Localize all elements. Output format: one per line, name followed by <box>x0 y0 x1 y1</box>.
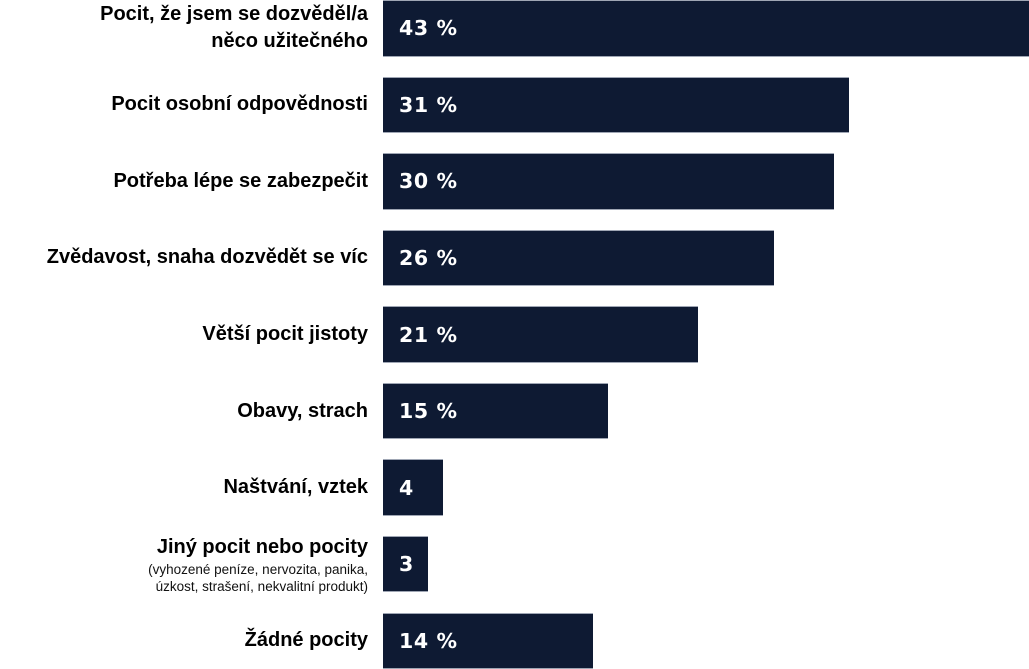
category-label: Větší pocit jistoty <box>0 306 383 363</box>
chart-row: Pocit osobní odpovědnosti 31 % <box>0 76 1029 134</box>
bar: 4 <box>383 459 444 516</box>
chart-row: Obavy, strach 15 % <box>0 382 1029 440</box>
category-label: Naštvání, vztek <box>0 459 383 516</box>
category-sublabel-line: úzkost, strašení, nekvalitní produkt) <box>155 578 368 594</box>
bar-value-label: 43 % <box>399 16 458 41</box>
bar-track: 43 % <box>383 0 1029 57</box>
bar-track: 3 <box>383 535 1029 593</box>
chart-row: Větší pocit jistoty 21 % <box>0 306 1029 363</box>
bar-track: 26 % <box>383 229 1029 287</box>
chart-row: Zvědavost, snaha dozvědět se víc 26 % <box>0 229 1029 287</box>
bar: 21 % <box>383 306 699 363</box>
category-label-line: Větší pocit jistoty <box>202 323 368 345</box>
category-label-line: Pocit, že jsem se dozvěděl/a <box>100 3 368 26</box>
bar: 31 % <box>383 76 849 134</box>
bar-track: 4 <box>383 459 1029 516</box>
bar-value-label: 30 % <box>399 169 458 194</box>
bar-value-label: 15 % <box>399 399 458 424</box>
bar: 3 <box>383 535 429 593</box>
bar-track: 30 % <box>383 153 1029 210</box>
category-sublabel-line: (vyhozené peníze, nervozita, panika, <box>148 561 368 577</box>
category-label: Pocit osobní odpovědnosti <box>0 77 383 134</box>
category-label-line: Potřeba lépe se zabezpečit <box>113 169 368 192</box>
chart-row: Naštvání, vztek 4 <box>0 459 1029 516</box>
bar-track: 15 % <box>383 382 1029 440</box>
category-label-line: Jiný pocit nebo pocity <box>156 535 368 558</box>
bar-value-label: 14 % <box>399 628 458 653</box>
category-label: Jiný pocit nebo pocity (vyhozené peníze, … <box>0 535 383 594</box>
bar-value-label: 31 % <box>399 92 458 117</box>
chart-row: Potřeba lépe se zabezpečit 30 % <box>0 153 1029 210</box>
bar: 14 % <box>383 612 594 669</box>
category-label: Potřeba lépe se zabezpečit <box>0 153 383 210</box>
bar: 15 % <box>383 382 609 440</box>
chart-row: Pocit, že jsem se dozvěděl/a něco užitečn… <box>0 0 1029 57</box>
category-label: Pocit, že jsem se dozvěděl/a něco užitečn… <box>0 0 383 57</box>
category-label-line: Obavy, strach <box>237 399 368 422</box>
category-label-line: Naštvání, vztek <box>223 476 368 499</box>
bar: 30 % <box>383 153 834 210</box>
category-label-line: Žádné pocity <box>244 629 368 652</box>
bar-track: 31 % <box>383 76 1029 134</box>
chart-row: Jiný pocit nebo pocity (vyhozené peníze, … <box>0 535 1029 594</box>
bar-value-label: 4 <box>399 475 414 500</box>
bar-value-label: 26 % <box>399 245 458 270</box>
category-label-line: něco užitečného <box>211 30 368 53</box>
bar-track: 14 % <box>383 612 1029 669</box>
bar-value-label: 3 <box>399 552 414 577</box>
category-label: Obavy, strach <box>0 383 383 440</box>
bar-track: 21 % <box>383 306 1029 363</box>
bar: 26 % <box>383 229 774 287</box>
category-label-line: Pocit osobní odpovědnosti <box>111 93 368 116</box>
bar: 43 % <box>383 0 1029 57</box>
category-label: Žádné pocity <box>0 613 383 669</box>
bar-value-label: 21 % <box>399 322 458 347</box>
chart-row: Žádné pocity 14 % <box>0 612 1029 669</box>
category-label: Zvědavost, snaha dozvědět se víc <box>0 230 383 287</box>
category-label-line: Zvědavost, snaha dozvědět se víc <box>46 246 368 269</box>
